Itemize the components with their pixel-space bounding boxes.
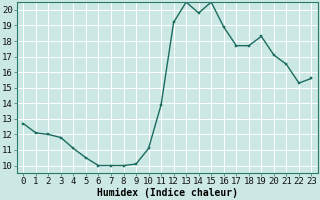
X-axis label: Humidex (Indice chaleur): Humidex (Indice chaleur) — [97, 188, 238, 198]
